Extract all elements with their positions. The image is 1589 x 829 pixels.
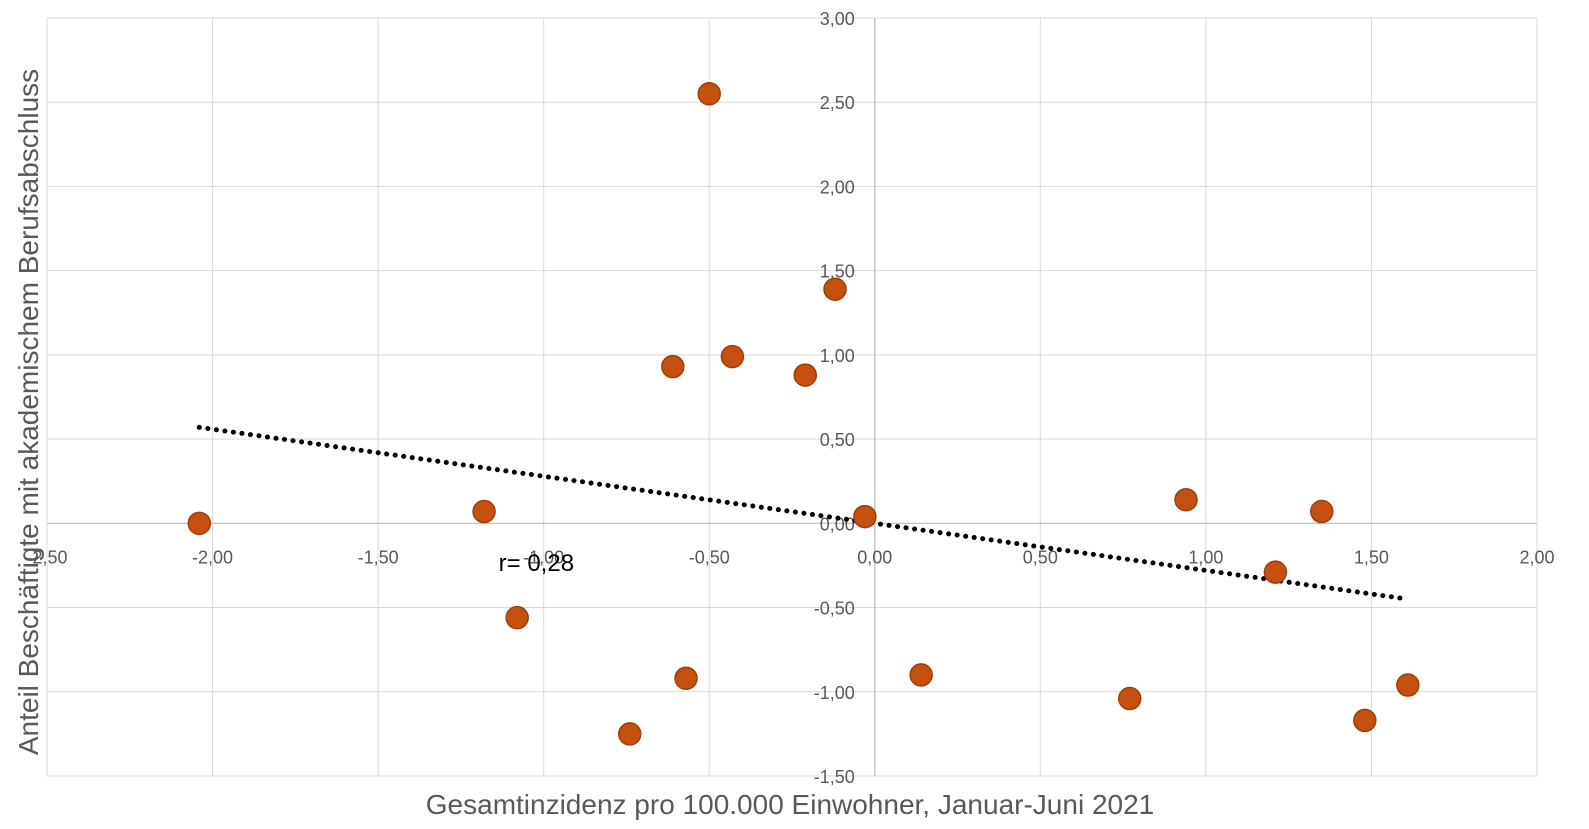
trendline xyxy=(196,424,1411,602)
data-point-9 xyxy=(823,277,847,301)
y-tick-label-7: 2,00 xyxy=(820,177,855,197)
y-tick-label-9: 3,00 xyxy=(820,9,855,29)
data-point-6 xyxy=(697,82,721,106)
x-tick-label-8: 1,50 xyxy=(1354,547,1389,567)
x-tick-label-0: -2,50 xyxy=(26,547,67,567)
data-point-15 xyxy=(1310,499,1334,524)
data-points xyxy=(187,82,1420,746)
y-tick-label-4: 0,50 xyxy=(820,430,855,450)
x-tick-label-3: -1,00 xyxy=(523,547,564,567)
data-point-3 xyxy=(618,722,642,746)
x-tick-label-7: 1,00 xyxy=(1188,547,1223,567)
x-tick-label-6: 0,50 xyxy=(1023,547,1058,567)
data-point-14 xyxy=(1263,560,1288,584)
y-tick-label-1: -1,00 xyxy=(814,683,855,703)
y-tick-label-2: -0,50 xyxy=(814,599,855,619)
data-point-8 xyxy=(793,363,817,387)
trendline-layer xyxy=(196,424,1411,602)
x-tick-label-1: -2,00 xyxy=(192,547,233,567)
data-point-5 xyxy=(674,666,698,691)
data-point-13 xyxy=(1174,488,1198,512)
y-tick-label-6: 1,50 xyxy=(820,262,855,282)
axes xyxy=(47,18,1537,776)
data-point-17 xyxy=(1396,673,1420,697)
data-point-7 xyxy=(720,344,745,369)
x-tick-label-2: -1,50 xyxy=(358,547,399,567)
data-point-16 xyxy=(1353,708,1377,733)
x-tick-label-9: 2,00 xyxy=(1519,547,1554,567)
x-tick-label-4: -0,50 xyxy=(689,547,730,567)
x-tick-label-5: 0,00 xyxy=(857,547,892,567)
data-point-1 xyxy=(472,499,496,524)
x-axis-title: Gesamtinzidenz pro 100.000 Einwohner, Ja… xyxy=(426,789,1154,820)
y-tick-label-8: 2,50 xyxy=(820,93,855,113)
data-point-0 xyxy=(187,511,212,536)
data-point-2 xyxy=(505,605,529,630)
y-tick-label-5: 1,00 xyxy=(820,346,855,366)
tick-labels: -2,50 -2,00 -1,50 -1,00 -0,50 0,00 0,50 1,00 1,5… xyxy=(26,9,1554,787)
data-point-11 xyxy=(909,663,933,687)
y-axis-title: Anteil Beschäftigte mit akademischem Ber… xyxy=(13,69,44,755)
data-point-10 xyxy=(853,504,877,529)
grid xyxy=(46,17,1538,777)
data-point-4 xyxy=(661,354,685,379)
data-point-12 xyxy=(1117,686,1142,711)
y-tick-label-0: -1,50 xyxy=(814,767,855,787)
correlation-annotation: r= 0,28 xyxy=(499,550,574,577)
